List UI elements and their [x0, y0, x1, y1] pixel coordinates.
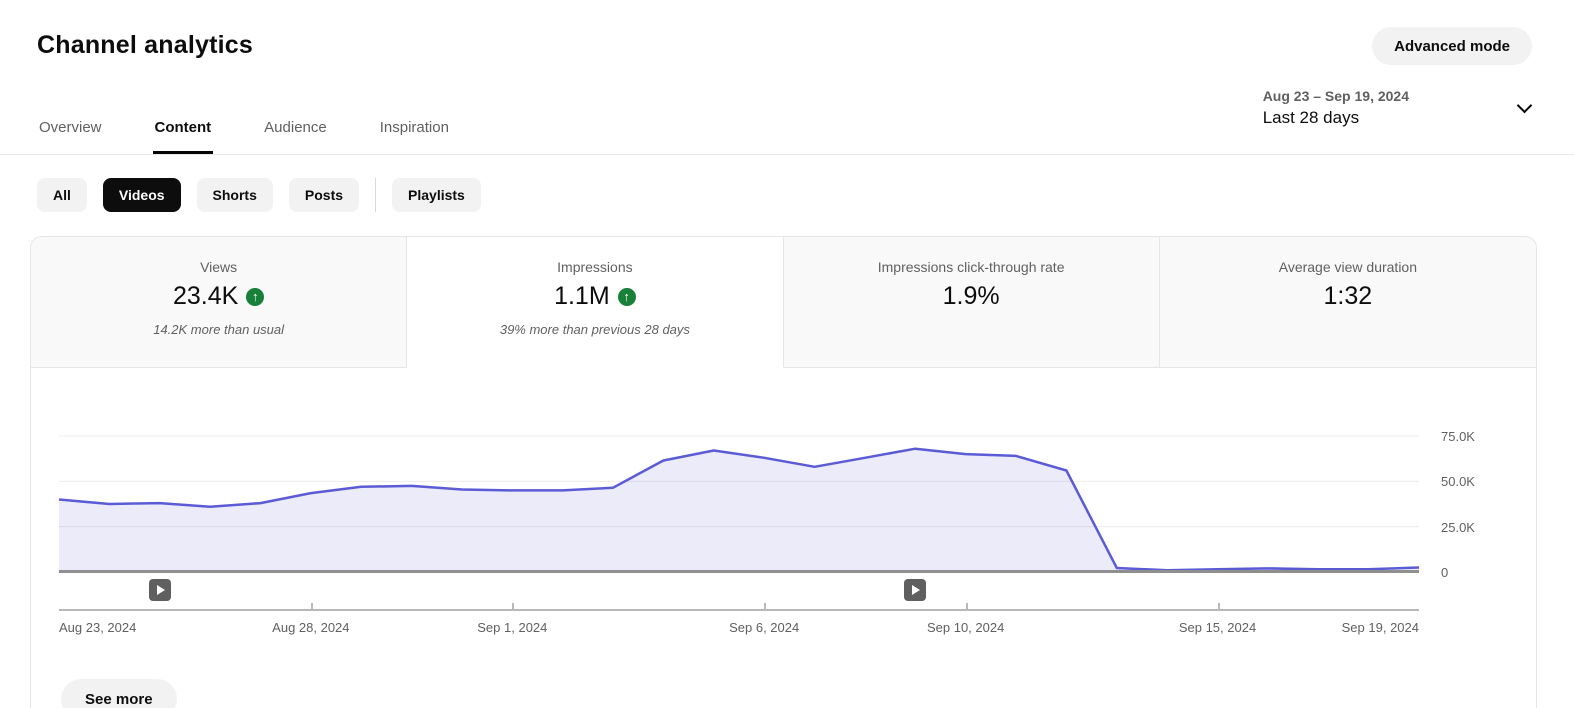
impressions-area-chart	[58, 435, 1420, 572]
metric-value: 23.4K	[172, 282, 239, 310]
chart-x-axis	[59, 609, 1419, 611]
tab-content[interactable]: Content	[152, 103, 214, 154]
date-range-selector[interactable]: Aug 23 – Sep 19, 2024 Last 28 days	[1263, 88, 1533, 128]
metric-value: 1.1M	[554, 282, 610, 310]
tab-audience[interactable]: Audience	[264, 118, 327, 136]
tab-overview[interactable]: Overview	[39, 118, 102, 136]
metric-cards-row: Views 23.4K ↑ 14.2K more than usual Impr…	[31, 237, 1536, 368]
x-axis-tick-label: Sep 1, 2024	[477, 620, 548, 635]
y-axis-tick-label: 50.0K	[1441, 474, 1475, 490]
date-range-value: Aug 23 – Sep 19, 2024	[1262, 88, 1409, 104]
advanced-mode-button[interactable]: Advanced mode	[1372, 27, 1532, 65]
x-axis-tick-label: Sep 15, 2024	[1178, 620, 1257, 635]
x-axis-tick	[310, 603, 313, 609]
filter-chip-playlists[interactable]: Playlists	[392, 178, 481, 212]
video-publish-marker-icon[interactable]	[904, 579, 927, 601]
metric-card-avg-view-duration[interactable]: Average view duration 1:32	[1159, 237, 1536, 368]
metric-label: Impressions click-through rate	[877, 259, 1065, 275]
video-publish-marker-icon[interactable]	[148, 579, 171, 601]
x-axis-tick-label: Sep 19, 2024	[1341, 620, 1419, 635]
content-type-filters: All Videos Shorts Posts Playlists	[37, 178, 481, 212]
filter-chip-posts[interactable]: Posts	[288, 178, 360, 212]
filter-chip-all[interactable]: All	[37, 178, 87, 212]
x-axis-tick-label: Aug 23, 2024	[59, 620, 137, 635]
metric-subtitle: 39% more than previous 28 days	[499, 322, 690, 337]
metric-value: 1:32	[1323, 282, 1373, 310]
x-axis-tick-label: Aug 28, 2024	[272, 620, 350, 635]
trend-up-icon: ↑	[246, 287, 265, 306]
filter-chip-shorts[interactable]: Shorts	[196, 178, 273, 212]
metric-label: Views	[200, 259, 238, 275]
chart-zero-baseline	[59, 570, 1419, 573]
metric-card-views[interactable]: Views 23.4K ↑ 14.2K more than usual	[31, 237, 408, 368]
y-axis-tick-label: 75.0K	[1441, 429, 1475, 444]
x-axis-tick-label: Sep 6, 2024	[729, 620, 800, 635]
metric-card-impressions[interactable]: Impressions 1.1M ↑ 39% more than previou…	[407, 237, 784, 368]
metric-value: 1.9%	[942, 282, 1000, 310]
impressions-chart-area: 75.0K 50.0K 25.0K 0 Aug 23, 2024 Aug 28, 2024…	[31, 368, 1536, 668]
see-more-button[interactable]: See more	[61, 679, 177, 708]
date-preset-label: Last 28 days	[1262, 108, 1360, 127]
trend-up-icon: ↑	[617, 287, 636, 306]
page-title: Channel analytics	[37, 31, 253, 59]
filter-chip-videos[interactable]: Videos	[102, 178, 181, 212]
x-axis-tick	[1217, 603, 1220, 609]
x-axis-tick-label: Sep 10, 2024	[926, 620, 1005, 635]
x-axis-tick	[764, 603, 767, 609]
x-axis-tick	[512, 603, 515, 609]
analytics-tabs-bar: Overview Content Audience Inspiration	[0, 103, 1574, 155]
analytics-card: Views 23.4K ↑ 14.2K more than usual Impr…	[30, 236, 1537, 708]
metric-card-ctr[interactable]: Impressions click-through rate 1.9%	[783, 237, 1160, 368]
y-axis-tick-label: 25.0K	[1441, 519, 1475, 535]
y-axis-tick-label: 0	[1441, 565, 1449, 580]
date-range-text: Aug 23 – Sep 19, 2024 Last 28 days	[1263, 88, 1409, 128]
metric-label: Average view duration	[1278, 259, 1418, 275]
metric-subtitle: 14.2K more than usual	[153, 322, 285, 337]
analytics-tabs: Overview Content Audience Inspiration	[0, 103, 1574, 154]
chip-divider	[375, 178, 377, 212]
metric-label: Impressions	[557, 259, 633, 275]
tab-inspiration[interactable]: Inspiration	[379, 118, 449, 136]
x-axis-tick	[965, 603, 968, 609]
